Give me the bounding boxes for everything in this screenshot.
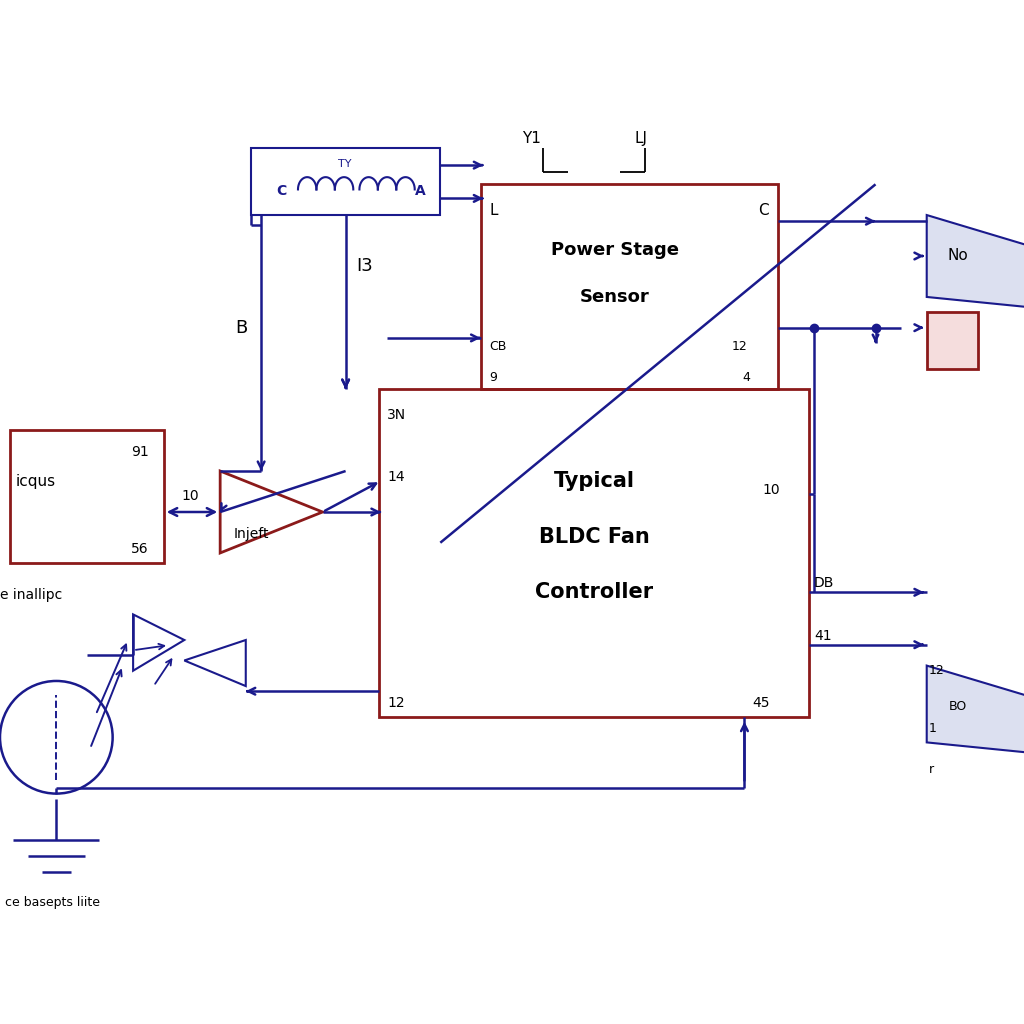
Text: CB: CB (489, 340, 507, 353)
Bar (927, 312, 978, 369)
Text: 10: 10 (182, 488, 200, 503)
Text: e inallipc: e inallipc (0, 588, 62, 602)
Text: 12: 12 (929, 664, 944, 677)
Text: icqus: icqus (15, 474, 55, 489)
Text: B: B (236, 318, 248, 337)
Text: LJ: LJ (635, 131, 648, 146)
Bar (481, 184, 778, 389)
Text: TY: TY (338, 159, 351, 169)
Text: ce basepts liite: ce basepts liite (5, 896, 100, 909)
Text: 12: 12 (387, 695, 404, 710)
Text: I3: I3 (356, 257, 373, 275)
Text: BLDC Fan: BLDC Fan (539, 526, 649, 547)
Text: Controller: Controller (535, 583, 653, 602)
Polygon shape (184, 640, 246, 686)
Text: DB: DB (814, 577, 835, 590)
Text: Typical: Typical (553, 471, 635, 490)
Text: 41: 41 (814, 629, 831, 643)
Text: 9: 9 (489, 371, 498, 384)
Bar (379, 389, 809, 717)
Text: 56: 56 (131, 542, 148, 556)
Text: Y1: Y1 (522, 131, 541, 146)
Polygon shape (927, 215, 1024, 307)
Text: 12: 12 (732, 340, 748, 353)
Text: 91: 91 (131, 445, 148, 460)
Polygon shape (927, 666, 1024, 753)
Text: 1: 1 (929, 722, 937, 735)
Text: r: r (929, 763, 934, 776)
Text: L: L (489, 203, 498, 218)
Text: Sensor: Sensor (580, 288, 650, 306)
Text: 14: 14 (387, 470, 404, 484)
Text: 3N: 3N (387, 408, 407, 422)
Text: Power Stage: Power Stage (551, 241, 679, 259)
Text: 4: 4 (742, 371, 751, 384)
Text: C: C (758, 203, 768, 218)
Text: C: C (276, 183, 287, 198)
Text: 10: 10 (763, 483, 780, 497)
Bar (251, 148, 440, 215)
Text: A: A (415, 183, 425, 198)
Text: Injeft: Injeft (233, 526, 268, 541)
Polygon shape (220, 471, 323, 553)
Bar (10, 430, 164, 563)
Text: 45: 45 (753, 695, 770, 710)
Polygon shape (133, 614, 184, 671)
Text: BO: BO (948, 700, 967, 713)
Text: No: No (947, 249, 968, 263)
